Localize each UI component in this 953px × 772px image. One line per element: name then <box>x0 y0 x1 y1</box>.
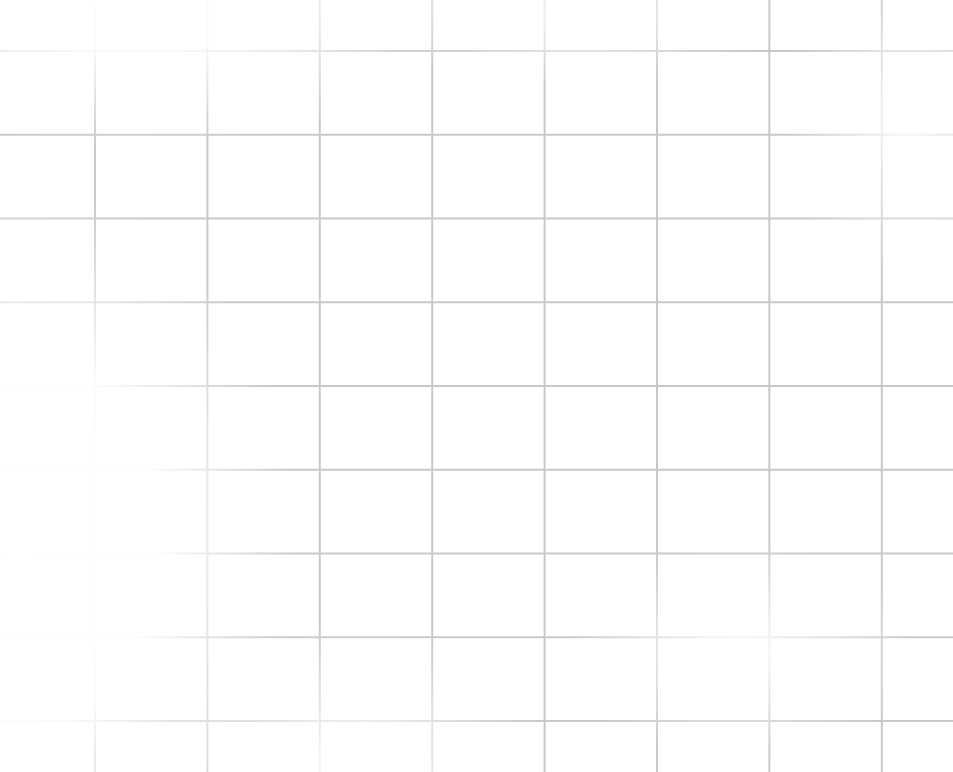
grid-background <box>0 0 953 772</box>
